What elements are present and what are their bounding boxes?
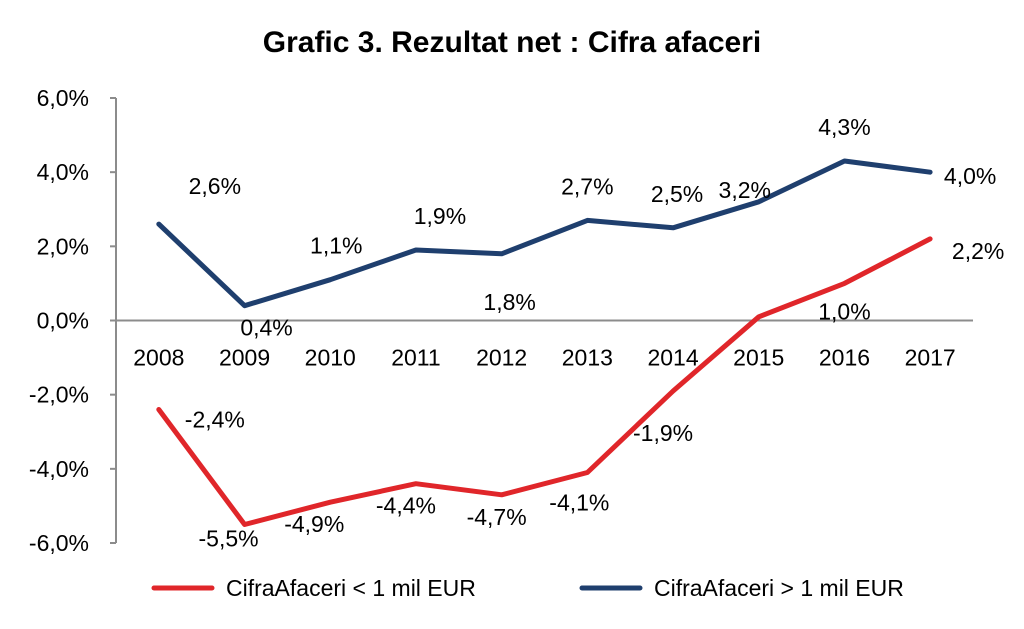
legend-label: CifraAfaceri > 1 mil EUR (654, 575, 904, 601)
data-label: 2,6% (189, 173, 241, 199)
data-label: 3,2% (719, 177, 771, 203)
data-labels: -2,4% -5,5% -4,9% -4,4% -4,7% -4,1% -1,9% 1,0% 2… (185, 114, 1005, 551)
x-tick-label: 2014 (647, 345, 698, 371)
y-tick-label: -6,0% (29, 530, 89, 556)
chart-title: Grafic 3. Rezultat net : Cifra afaceri (263, 26, 762, 59)
y-tick-label: 2,0% (37, 233, 89, 259)
data-label: 2,2% (952, 238, 1004, 264)
x-tick-label: 2010 (305, 345, 356, 371)
x-tick-label: 2013 (562, 345, 613, 371)
data-label: 2,7% (561, 173, 613, 199)
legend: CifraAfaceri < 1 mil EUR CifraAfaceri > 1… (151, 575, 904, 601)
x-tick-label: 2008 (133, 345, 184, 371)
y-tick-label: -2,0% (29, 382, 89, 408)
data-label: 1,8% (483, 289, 535, 315)
data-label: -4,9% (284, 511, 344, 537)
data-label: 4,0% (944, 163, 996, 189)
x-tick-label: 2011 (391, 345, 440, 371)
data-label: 0,4% (240, 315, 292, 341)
series-line-1 (156, 158, 933, 309)
y-tick-label: 4,0% (37, 159, 89, 185)
x-tick-label: 2016 (819, 345, 870, 371)
y-tick-label: -4,0% (29, 456, 89, 482)
data-label: -5,5% (199, 525, 259, 551)
axes: 6,0% 4,0% 2,0% 0,0% -2,0% -4,0% -6,0% 2008 2009 2… (29, 85, 973, 556)
data-label: 4,3% (818, 114, 870, 140)
data-label: 2,5% (651, 181, 703, 207)
y-tick-label: 0,0% (37, 308, 89, 334)
x-tick-label: 2012 (476, 345, 527, 371)
series-lines (156, 158, 933, 527)
data-label: 1,9% (414, 203, 466, 229)
x-tick-label: 2017 (905, 345, 956, 371)
data-label: -4,1% (549, 490, 609, 516)
series-line-0 (156, 236, 933, 527)
x-tick-label: 2009 (219, 345, 270, 371)
data-label: 1,1% (310, 233, 362, 259)
x-tick-label: 2015 (733, 345, 784, 371)
data-label: -4,7% (467, 504, 527, 530)
data-label: -4,4% (376, 493, 436, 519)
data-label: 1,0% (818, 298, 870, 324)
data-label: -2,4% (185, 407, 245, 433)
legend-label: CifraAfaceri < 1 mil EUR (226, 575, 476, 601)
y-tick-label: 6,0% (37, 85, 89, 111)
data-label: -1,9% (633, 420, 693, 446)
